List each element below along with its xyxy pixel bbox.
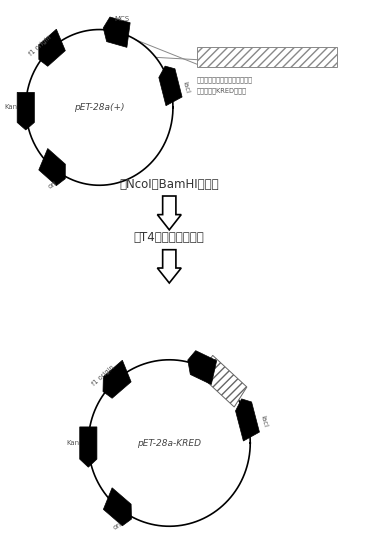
- Text: f1 origin: f1 origin: [91, 364, 116, 387]
- Polygon shape: [80, 427, 97, 467]
- Text: 用T4连接酶连接过夜: 用T4连接酶连接过夜: [134, 231, 205, 244]
- Bar: [197, 47, 337, 67]
- Polygon shape: [158, 250, 181, 283]
- Text: pET-28a(+): pET-28a(+): [74, 103, 125, 112]
- Text: 用NcoI、BamHI双酶切: 用NcoI、BamHI双酶切: [120, 178, 219, 191]
- Text: Kan: Kan: [4, 104, 18, 111]
- Text: f1 origin: f1 origin: [28, 34, 52, 56]
- Text: 酷还原酶（KRED）基因: 酷还原酶（KRED）基因: [197, 88, 247, 94]
- Polygon shape: [236, 399, 259, 441]
- Polygon shape: [39, 29, 65, 66]
- Text: ori: ori: [47, 180, 58, 190]
- Polygon shape: [158, 196, 181, 230]
- Text: 全基因合成的含两个酶切位点的: 全基因合成的含两个酶切位点的: [197, 77, 253, 83]
- Polygon shape: [200, 355, 247, 407]
- Polygon shape: [188, 351, 217, 384]
- Text: pET-28a-KRED: pET-28a-KRED: [137, 439, 201, 447]
- Text: lacI: lacI: [259, 415, 268, 428]
- Text: MCS: MCS: [114, 16, 130, 22]
- Text: ori: ori: [112, 521, 123, 531]
- Polygon shape: [39, 149, 65, 186]
- Polygon shape: [159, 66, 182, 106]
- Polygon shape: [103, 360, 131, 398]
- Text: Kan: Kan: [66, 440, 79, 446]
- Polygon shape: [103, 488, 131, 526]
- Polygon shape: [17, 92, 34, 130]
- Text: lacI: lacI: [181, 81, 190, 94]
- Polygon shape: [103, 17, 130, 47]
